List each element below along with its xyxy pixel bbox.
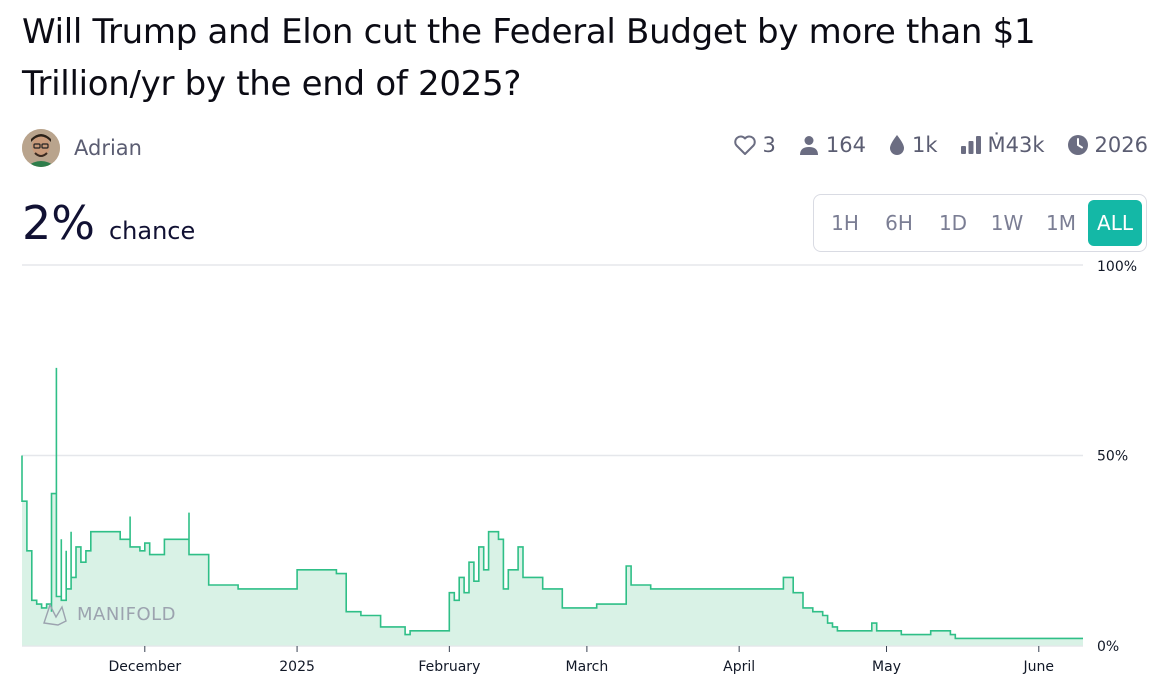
author-info[interactable]: Adrian bbox=[22, 129, 142, 167]
watermark-text: MANIFOLD bbox=[77, 604, 176, 625]
period-button-1m[interactable]: 1M bbox=[1046, 211, 1076, 235]
manifold-logo-icon bbox=[43, 603, 67, 626]
likes-stat[interactable]: 3 bbox=[733, 133, 776, 157]
x-tick-label: March bbox=[566, 659, 609, 675]
period-button-6h[interactable]: 6H bbox=[885, 211, 913, 235]
period-button-1w[interactable]: 1W bbox=[990, 211, 1024, 235]
probability-chart[interactable]: MANIFOLD December 2025 February March April M… bbox=[0, 255, 1174, 686]
clock-icon bbox=[1067, 135, 1088, 155]
y-tick-label: 100% bbox=[1097, 259, 1137, 275]
close-date: 2026 bbox=[1094, 133, 1148, 157]
time-period-selector: 1H 6H 1D 1W 1M ALL bbox=[813, 194, 1147, 252]
volume-stat[interactable]: Ṁ43k bbox=[960, 133, 1045, 157]
period-button-1d[interactable]: 1D bbox=[938, 211, 968, 235]
close-date-stat[interactable]: 2026 bbox=[1067, 133, 1148, 157]
probability-display: 2% chance bbox=[22, 196, 195, 250]
heart-icon bbox=[733, 135, 756, 155]
market-title: Will Trump and Elon cut the Federal Budg… bbox=[22, 12, 1036, 104]
period-button-all[interactable]: ALL bbox=[1088, 200, 1142, 246]
market-stats: 3 164 1k Ṁ43k 2026 bbox=[733, 133, 1148, 157]
y-tick-label: 0% bbox=[1097, 639, 1119, 655]
probability-area bbox=[22, 367, 1083, 646]
probability-line bbox=[21, 367, 1083, 640]
x-tick-label: February bbox=[418, 659, 480, 675]
author-avatar[interactable] bbox=[22, 129, 60, 167]
droplet-icon bbox=[890, 135, 904, 155]
x-tick-label: April bbox=[723, 659, 755, 675]
x-tick-label: May bbox=[872, 659, 901, 675]
user-icon bbox=[799, 136, 818, 155]
probability-value: 2% bbox=[22, 196, 95, 250]
traders-stat[interactable]: 164 bbox=[798, 133, 866, 157]
x-tick-label: June bbox=[1023, 659, 1055, 675]
liquidity-value: 1k bbox=[912, 133, 938, 157]
traders-count: 164 bbox=[825, 133, 866, 157]
likes-count: 3 bbox=[762, 133, 776, 157]
manifold-watermark: MANIFOLD bbox=[43, 603, 176, 626]
probability-label: chance bbox=[108, 217, 196, 245]
x-tick-label: 2025 bbox=[279, 659, 315, 675]
period-button-1h[interactable]: 1H bbox=[831, 211, 859, 235]
y-tick-label: 50% bbox=[1097, 449, 1128, 465]
bar-chart-icon bbox=[960, 136, 981, 154]
liquidity-stat[interactable]: 1k bbox=[888, 133, 938, 157]
volume-value: Ṁ43k bbox=[987, 133, 1045, 157]
avatar-image bbox=[22, 129, 60, 167]
author-name[interactable]: Adrian bbox=[74, 136, 142, 160]
x-tick-label: December bbox=[108, 659, 181, 675]
